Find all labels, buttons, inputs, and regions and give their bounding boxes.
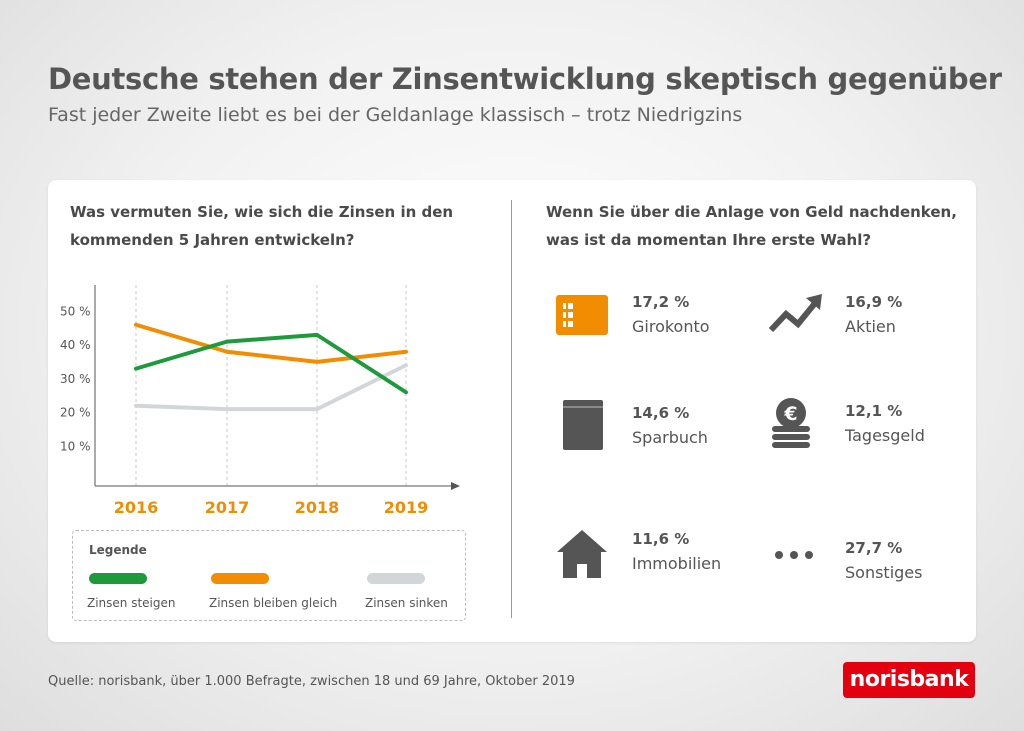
trend-up-icon bbox=[768, 294, 822, 333]
legend-title: Legende bbox=[89, 543, 147, 557]
series-line-zinsen-steigen bbox=[134, 332, 408, 395]
legend-item-sinken: Zinsen sinken bbox=[365, 573, 448, 610]
page-title: Deutsche stehen der Zinsentwicklung skep… bbox=[48, 62, 1002, 96]
option-value: 27,7 % bbox=[845, 539, 903, 557]
y-tick-label: 50 % bbox=[60, 304, 91, 318]
euro-coins-icon: € bbox=[772, 398, 810, 448]
legend-item-steigen: Zinsen steigen bbox=[87, 573, 176, 610]
source-note: Quelle: norisbank, über 1.000 Befragte, … bbox=[48, 674, 575, 689]
card-divider bbox=[511, 200, 512, 618]
series-line-zinsen-sinken bbox=[134, 363, 408, 412]
x-axis-arrow bbox=[451, 482, 460, 490]
legend-label-sinken: Zinsen sinken bbox=[365, 596, 448, 610]
option-label: Sonstiges bbox=[845, 563, 923, 582]
page-subtitle: Fast jeder Zweite liebt es bei der Gelda… bbox=[48, 104, 743, 126]
option-label: Sparbuch bbox=[632, 428, 708, 447]
option-value: 17,2 % bbox=[632, 293, 690, 311]
option-value: 11,6 % bbox=[632, 530, 690, 548]
option-value: 14,6 % bbox=[632, 404, 690, 422]
option-label: Girokonto bbox=[632, 317, 710, 336]
x-tick-label: 2016 bbox=[114, 498, 159, 517]
series-line-zinsen-bleiben-gleich bbox=[134, 322, 408, 364]
legend-swatch-steigen bbox=[89, 573, 147, 584]
x-tick-label: 2018 bbox=[295, 498, 340, 517]
svg-text:€: € bbox=[783, 403, 797, 425]
y-tick-label: 30 % bbox=[60, 372, 91, 386]
y-tick-label: 20 % bbox=[60, 406, 91, 420]
legend-swatch-sinken bbox=[367, 573, 425, 584]
norisbank-logo: norisbank bbox=[843, 662, 975, 698]
book-icon bbox=[563, 400, 603, 450]
left-question: Was vermuten Sie, wie sich die Zinsen in… bbox=[70, 203, 454, 249]
x-tick-label: 2019 bbox=[384, 498, 429, 517]
dots-icon bbox=[775, 551, 813, 559]
chart-legend: Legende Zinsen steigen Zinsen bleiben gl… bbox=[72, 530, 466, 621]
option-value: 12,1 % bbox=[845, 402, 903, 420]
option-label: Tagesgeld bbox=[845, 426, 925, 445]
legend-swatch-gleich bbox=[211, 573, 269, 584]
right-question: Wenn Sie über die Anlage von Geld nachde… bbox=[546, 203, 957, 249]
content-card bbox=[48, 180, 976, 642]
option-label: Immobilien bbox=[632, 554, 722, 573]
legend-item-gleich: Zinsen bleiben gleich bbox=[209, 573, 337, 610]
legend-label-steigen: Zinsen steigen bbox=[87, 596, 176, 610]
y-tick-label: 10 % bbox=[60, 439, 91, 453]
house-icon bbox=[557, 530, 607, 578]
y-tick-label: 40 % bbox=[60, 338, 91, 352]
x-tick-label: 2017 bbox=[205, 498, 250, 517]
card-icon bbox=[556, 295, 608, 335]
legend-label-gleich: Zinsen bleiben gleich bbox=[209, 596, 338, 610]
option-value: 16,9 % bbox=[845, 293, 903, 311]
option-label: Aktien bbox=[845, 317, 896, 336]
